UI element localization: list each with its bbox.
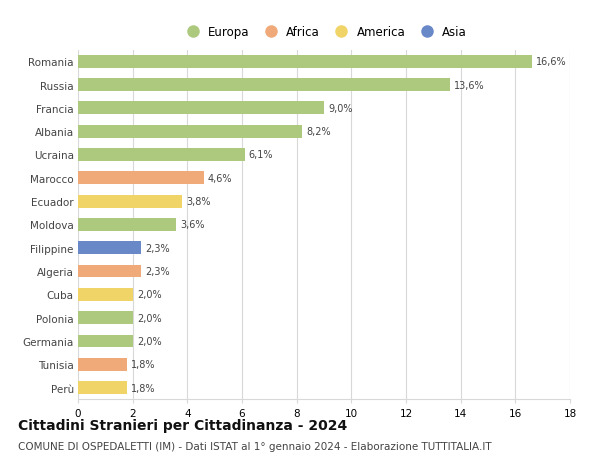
Text: 1,8%: 1,8% bbox=[131, 383, 156, 393]
Text: Cittadini Stranieri per Cittadinanza - 2024: Cittadini Stranieri per Cittadinanza - 2… bbox=[18, 418, 347, 431]
Bar bbox=[78, 265, 141, 278]
Text: 2,0%: 2,0% bbox=[137, 290, 161, 300]
Text: 2,3%: 2,3% bbox=[145, 243, 170, 253]
Bar bbox=[78, 79, 450, 92]
Bar bbox=[78, 312, 133, 325]
Bar bbox=[78, 195, 182, 208]
Bar bbox=[78, 102, 324, 115]
Text: 4,6%: 4,6% bbox=[208, 174, 232, 184]
Text: 1,8%: 1,8% bbox=[131, 359, 156, 369]
Bar bbox=[78, 56, 532, 68]
Text: 3,6%: 3,6% bbox=[181, 220, 205, 230]
Text: COMUNE DI OSPEDALETTI (IM) - Dati ISTAT al 1° gennaio 2024 - Elaborazione TUTTIT: COMUNE DI OSPEDALETTI (IM) - Dati ISTAT … bbox=[18, 441, 491, 451]
Bar bbox=[78, 242, 141, 255]
Text: 8,2%: 8,2% bbox=[306, 127, 331, 137]
Bar bbox=[78, 335, 133, 347]
Bar bbox=[78, 125, 302, 138]
Text: 3,8%: 3,8% bbox=[186, 196, 211, 207]
Bar bbox=[78, 149, 245, 162]
Bar bbox=[78, 381, 127, 394]
Bar bbox=[78, 172, 204, 185]
Text: 6,1%: 6,1% bbox=[249, 150, 274, 160]
Text: 2,0%: 2,0% bbox=[137, 313, 161, 323]
Text: 16,6%: 16,6% bbox=[536, 57, 566, 67]
Bar bbox=[78, 218, 176, 231]
Bar bbox=[78, 358, 127, 371]
Text: 13,6%: 13,6% bbox=[454, 80, 484, 90]
Text: 9,0%: 9,0% bbox=[328, 104, 353, 114]
Bar bbox=[78, 288, 133, 301]
Text: 2,0%: 2,0% bbox=[137, 336, 161, 346]
Text: 2,3%: 2,3% bbox=[145, 266, 170, 276]
Legend: Europa, Africa, America, Asia: Europa, Africa, America, Asia bbox=[179, 23, 469, 41]
